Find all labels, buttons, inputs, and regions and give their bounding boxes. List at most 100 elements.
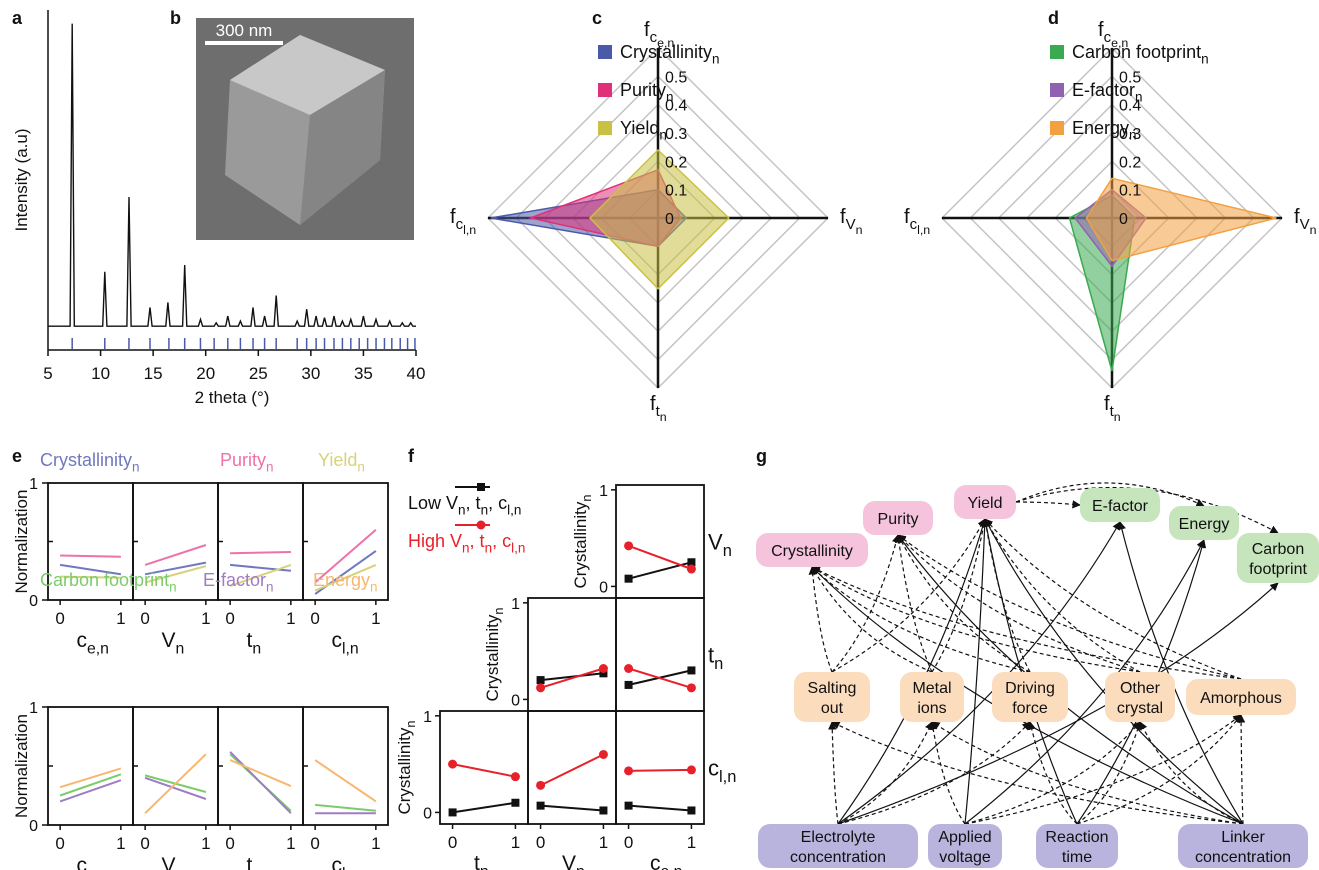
text-part: n [485,540,493,555]
series-line [452,801,516,814]
node-label: voltage [939,849,991,866]
x-tick-label: 0 [310,609,319,628]
y-tick-label: 1 [29,700,38,717]
text-part: V [162,629,176,652]
text-part: n [660,410,667,424]
marker [536,676,545,685]
legend-label: E-factorn [203,570,274,594]
text-part: n [266,579,274,594]
marker [448,808,457,817]
node [1169,506,1239,540]
cell-frame [527,597,617,712]
edge [837,721,1031,825]
legend-swatch [1050,83,1064,97]
x-tick-label: 30 [301,364,320,383]
text-part: High V [408,531,462,551]
x-tick-label: 25 [249,364,268,383]
column-label: Vn [562,852,585,870]
x-tick-label: 1 [599,833,608,852]
edge [1139,721,1244,825]
legend-label: Low Vn, tn, cl,n [408,493,521,517]
text-part: V [562,852,576,870]
text-part: t [247,629,253,652]
series-line [540,804,604,812]
text-part: e,n [87,865,109,870]
text-part: f [644,19,650,41]
text-part: c [650,29,658,46]
axis-label: fVn [1294,206,1317,237]
series-line [314,563,377,592]
node-label: Metal [912,680,951,697]
text-part: , t [470,531,485,551]
series-line [452,763,516,778]
y-tick-label: 1 [29,476,38,493]
node-label: Driving [1005,680,1055,697]
text-part: c [650,852,661,870]
edge [811,566,1031,673]
r-tick-label: 0 [665,211,674,228]
text-part: t [1110,403,1115,420]
text-part: n [176,640,185,657]
edge [1015,500,1081,509]
node-label: time [1062,849,1092,866]
text-part: n [252,640,261,657]
node-label: Reaction [1045,829,1108,846]
x-tick-label: 35 [354,364,373,383]
text-part: n [266,459,274,474]
text-part: f [1098,19,1104,41]
node-label: Electrolyte [801,829,876,846]
x-tick-label: 0 [448,833,457,852]
legend-label: Yieldn [620,118,667,142]
r-tick-label: 0.5 [1119,69,1141,86]
series-line [59,767,122,789]
text-part: n [1310,223,1317,237]
edge [982,518,1078,825]
series-line [230,551,291,555]
edge [897,534,1031,673]
axis-label: fce,n [1098,19,1128,50]
edge [837,521,1121,825]
x-tick-label: 0 [225,609,234,628]
marker [686,564,696,574]
series-line [540,672,604,682]
series-line [229,563,292,587]
marker [624,574,633,583]
panel-label: c [592,8,602,28]
y-axis-label: Crystallinityn [483,607,506,701]
axis-label: fcl,n [904,206,930,237]
text-part: n [1114,410,1121,424]
series-line [540,753,604,787]
row-label: Vn [708,530,732,561]
node-label: E-factor [1092,498,1149,515]
text-part: f [650,393,656,415]
node [992,672,1068,722]
text-part: c [332,629,343,652]
edge [831,534,901,673]
text-part: f [1104,393,1110,415]
text-part: Crystallinity [395,727,414,814]
node [1178,824,1308,868]
node-label: ions [917,700,946,717]
panel-label: b [170,8,181,28]
y-tick-label: 0 [29,593,38,610]
marker [624,680,633,689]
radar-area [588,148,730,290]
text-part: n [252,865,261,870]
marker [687,806,696,815]
marker [687,558,696,567]
text-part: E-factor [203,570,266,590]
node-label: concentration [790,849,886,866]
y-tick-label: 1 [511,596,520,613]
edge [837,721,933,825]
text-part: n [169,579,177,594]
edge [982,518,1031,673]
edge [1015,482,1205,507]
legend-label: Carbon footprintn [40,570,177,594]
text-part: t [708,643,714,668]
node-label: concentration [1195,849,1291,866]
panel-label: f [408,446,415,466]
legend-label: Purityn [620,80,674,104]
text-part: l,n [342,865,359,870]
text-part: n [576,863,585,870]
series-line [229,751,292,814]
